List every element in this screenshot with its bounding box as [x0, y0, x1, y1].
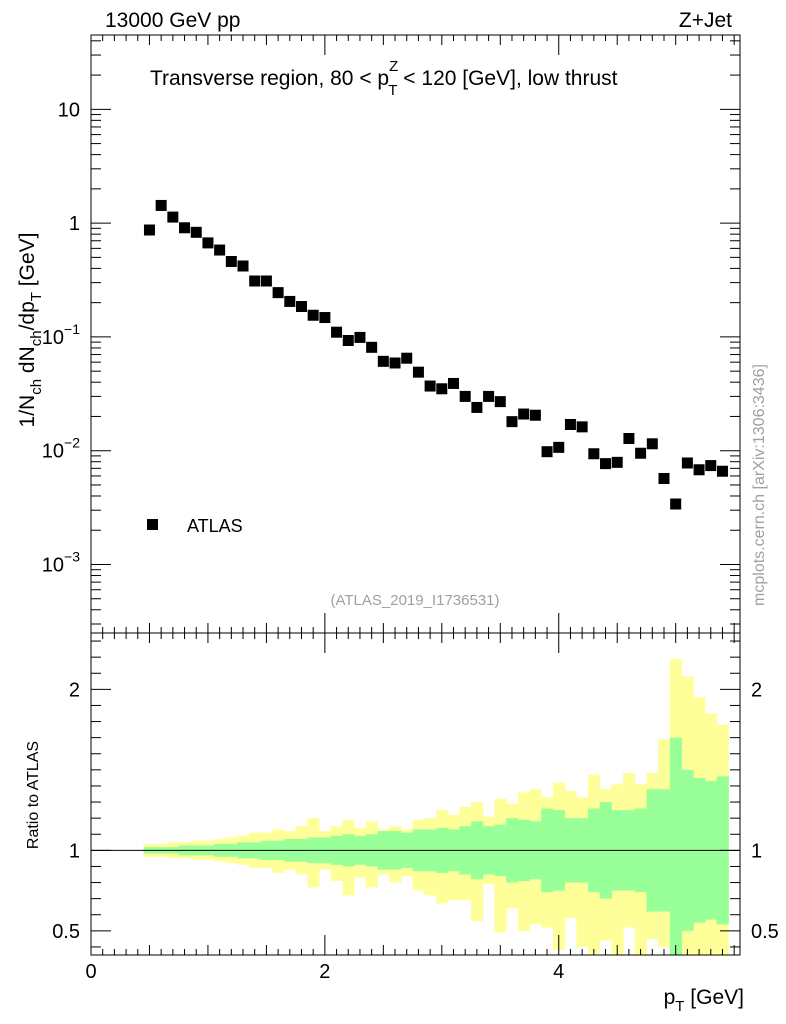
data-point [354, 331, 366, 343]
legend-marker [147, 519, 158, 530]
x-tick-label: 4 [553, 961, 564, 983]
ratio-y-tick-label-right: 0.5 [751, 921, 779, 943]
legend-label: ATLAS [187, 516, 243, 536]
ratio-y-tick-label-right: 2 [751, 679, 762, 701]
data-point [155, 199, 167, 211]
atlas-data-points [143, 199, 728, 510]
data-point [249, 275, 261, 287]
ratio-panel-frame [90, 632, 741, 956]
data-point [366, 341, 378, 353]
data-point [681, 457, 693, 469]
main-y-tick-labels: 10−3 10−2 10−1 1 10 [42, 99, 80, 576]
data-point [225, 255, 237, 267]
data-point [331, 326, 343, 338]
main-y-tick-label: 10−3 [42, 548, 80, 576]
data-point [448, 377, 460, 389]
data-point [190, 226, 202, 238]
data-point [307, 309, 319, 321]
data-point [670, 498, 682, 510]
data-point [611, 456, 623, 468]
data-point [635, 447, 647, 459]
main-y-tick-label: 10−1 [42, 321, 80, 349]
main-panel-background [90, 34, 741, 634]
data-point [646, 438, 658, 450]
data-point [202, 237, 214, 249]
data-point [342, 334, 354, 346]
ratio-y-tick-label-right: 1 [751, 840, 762, 862]
data-point [506, 416, 518, 428]
x-axis-label: pT [GeV] [664, 986, 744, 1015]
data-point [389, 357, 401, 369]
data-point [600, 458, 612, 470]
data-point [319, 312, 331, 324]
data-point [483, 390, 495, 402]
data-point [377, 355, 389, 367]
x-tick-labels: 0 2 4 [85, 961, 564, 983]
data-point [272, 287, 284, 299]
main-panel-frame [90, 34, 741, 634]
data-point [658, 472, 670, 484]
data-point [143, 224, 155, 236]
main-y-tick-label: 10 [58, 99, 80, 121]
watermark: mcplots.cern.ch [arXiv:1306:3436] [751, 364, 768, 606]
analysis-id: (ATLAS_2019_I1736531) [330, 592, 499, 609]
ratio-y-tick-label-left: 2 [69, 679, 80, 701]
main-y-tick-label: 10−2 [42, 435, 80, 463]
process-label: Z+Jet [679, 9, 732, 32]
data-point [588, 448, 600, 460]
data-point [494, 396, 506, 408]
ratio-y-axis-label: Ratio to ATLAS [25, 741, 42, 849]
main-y-axis-label: 1/Nch dNch/dpT [GeV] [16, 233, 45, 428]
data-point [424, 380, 436, 392]
data-point [179, 222, 191, 234]
data-point [412, 366, 424, 378]
data-point [705, 460, 717, 472]
energy-label: 13000 GeV pp [105, 9, 240, 32]
data-point [214, 244, 226, 256]
data-point [471, 401, 483, 413]
data-point [553, 441, 565, 453]
x-tick-label: 2 [319, 961, 330, 983]
ratio-bands [90, 632, 741, 956]
data-point [295, 301, 307, 313]
svg-text:1/Nch dNch/dpT [GeV]: 1/Nch dNch/dpT [GeV] [16, 233, 45, 428]
chart-title: Transverse region, 80 < pZ T < 120 [GeV],… [150, 58, 618, 99]
ratio-y-tick-label-left: 1 [69, 840, 80, 862]
ratio-panel-ticks [90, 633, 740, 955]
data-point [529, 409, 541, 421]
data-point [167, 211, 179, 223]
ratio-band-bin [669, 737, 683, 955]
data-point [716, 465, 728, 477]
data-point [564, 418, 576, 430]
data-point [518, 408, 530, 420]
svg-text:mcplots.cern.ch [arXiv:1306:34: mcplots.cern.ch [arXiv:1306:3436] [751, 364, 768, 606]
data-point [436, 383, 448, 395]
data-point [260, 275, 272, 287]
data-point [623, 433, 635, 445]
ratio-y-tick-labels: 0.5 0.5 1 1 2 2 [52, 679, 779, 943]
svg-text:Ratio to ATLAS: Ratio to ATLAS [25, 741, 42, 849]
main-y-tick-label: 1 [69, 213, 80, 235]
data-point [237, 260, 249, 272]
main-panel-ticks [90, 35, 740, 633]
data-point [693, 464, 705, 476]
ratio-y-tick-label-left: 0.5 [52, 921, 80, 943]
x-tick-label: 0 [85, 961, 96, 983]
data-point [541, 446, 553, 458]
data-point [401, 352, 413, 364]
data-point [459, 390, 471, 402]
data-point [576, 421, 588, 433]
data-point [284, 295, 296, 307]
